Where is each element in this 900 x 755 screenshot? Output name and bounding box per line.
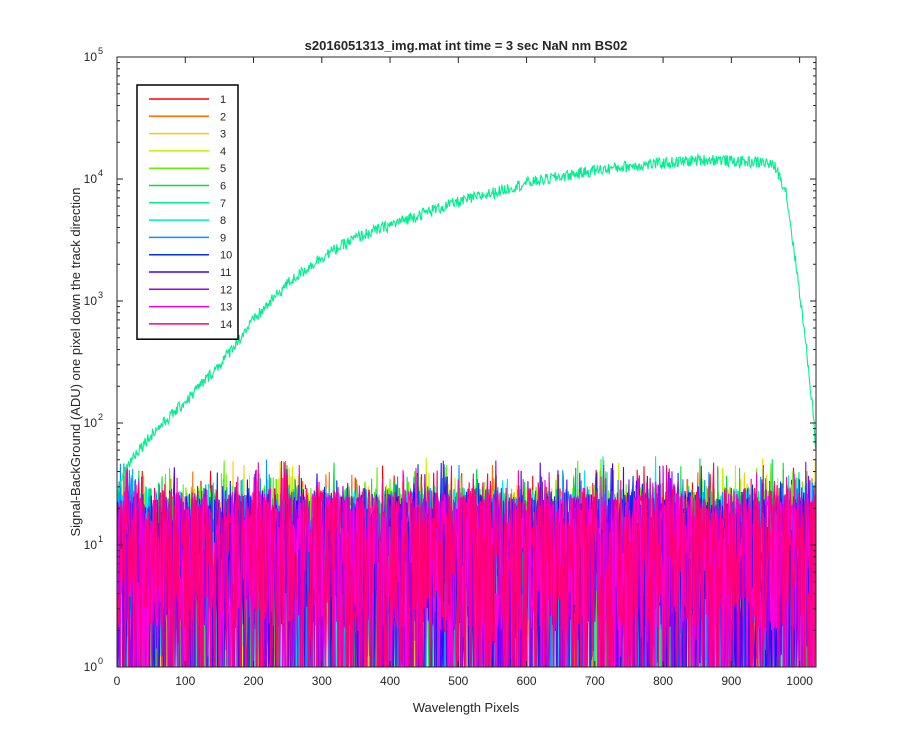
legend-label-8: 8 bbox=[220, 215, 226, 227]
x-tick-label: 1000 bbox=[786, 674, 813, 688]
legend-label-7: 7 bbox=[220, 198, 226, 210]
legend-label-12: 12 bbox=[220, 284, 232, 296]
series-layer bbox=[117, 152, 816, 667]
x-tick-label: 800 bbox=[653, 674, 673, 688]
x-tick-label: 700 bbox=[585, 674, 605, 688]
legend-label-9: 9 bbox=[220, 232, 226, 244]
legend-label-6: 6 bbox=[220, 181, 226, 193]
x-axis: 0 100 200 300 400 500 600 700 800 900 1000 bbox=[114, 57, 813, 688]
x-tick-label: 900 bbox=[721, 674, 741, 688]
legend-label-3: 3 bbox=[220, 129, 226, 141]
y-tick-label: 10 bbox=[84, 660, 98, 674]
chart-title: s2016051313_img.mat int time = 3 sec NaN… bbox=[305, 38, 628, 53]
legend-label-13: 13 bbox=[220, 302, 232, 314]
y-tick-label: 10 bbox=[84, 50, 98, 64]
legend-label-10: 10 bbox=[220, 250, 232, 262]
legend-label-14: 14 bbox=[220, 319, 232, 331]
x-tick-label: 200 bbox=[244, 674, 264, 688]
plot-frame bbox=[116, 56, 817, 668]
y-axis-label: Signal-BackGround (ADU) one pixel down t… bbox=[68, 187, 83, 536]
x-tick-label: 100 bbox=[175, 674, 195, 688]
y-tick-label: 10 bbox=[84, 172, 98, 186]
legend-label-4: 4 bbox=[220, 146, 226, 158]
y-tick-exponent: 4 bbox=[98, 168, 103, 178]
legend-label-5: 5 bbox=[220, 163, 226, 175]
y-tick-exponent: 3 bbox=[98, 290, 103, 300]
y-tick-exponent: 5 bbox=[98, 46, 103, 56]
x-tick-label: 0 bbox=[114, 674, 121, 688]
y-tick-exponent: 1 bbox=[98, 534, 103, 544]
legend-label-2: 2 bbox=[220, 111, 226, 123]
x-tick-label: 300 bbox=[312, 674, 332, 688]
legend-label-1: 1 bbox=[220, 94, 226, 106]
y-tick-label: 10 bbox=[84, 538, 98, 552]
y-tick-label: 10 bbox=[84, 294, 98, 308]
legend-label-11: 11 bbox=[220, 267, 231, 279]
legend-box bbox=[136, 84, 239, 340]
y-tick-exponent: 0 bbox=[98, 656, 103, 666]
x-tick-label: 400 bbox=[380, 674, 400, 688]
x-axis-label: Wavelength Pixels bbox=[413, 700, 520, 715]
y-tick-exponent: 2 bbox=[98, 412, 103, 422]
series-line-14 bbox=[117, 460, 816, 667]
x-tick-label: 600 bbox=[517, 674, 537, 688]
y-tick-label: 10 bbox=[84, 416, 98, 430]
x-tick-label: 500 bbox=[448, 674, 468, 688]
series-line-7 bbox=[117, 152, 816, 499]
